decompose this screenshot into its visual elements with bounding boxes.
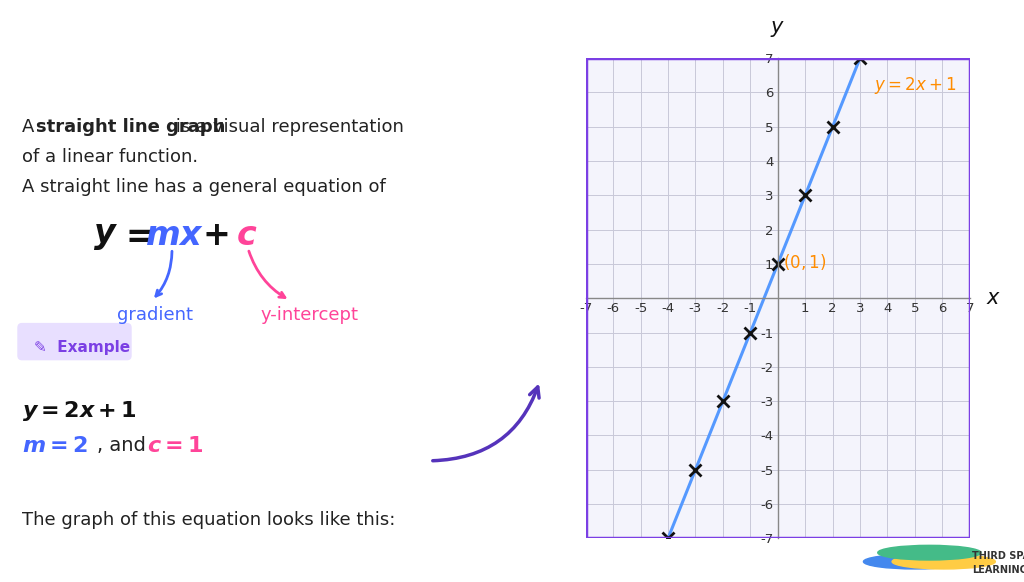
- Text: The graph of this equation looks like this:: The graph of this equation looks like th…: [22, 511, 395, 529]
- Text: $\boldsymbol{=}$: $\boldsymbol{=}$: [119, 219, 152, 252]
- Text: $\boldsymbol{mx}$: $\boldsymbol{mx}$: [145, 219, 205, 252]
- Text: $\boldsymbol{y = 2x + 1}$: $\boldsymbol{y = 2x + 1}$: [22, 399, 137, 423]
- Text: straight line graph: straight line graph: [36, 118, 225, 136]
- Text: $\boldsymbol{y}$: $\boldsymbol{y}$: [92, 219, 118, 252]
- Text: gradient: gradient: [117, 306, 193, 324]
- Text: Straight Line Graphs: Straight Line Graphs: [23, 31, 476, 69]
- Text: THIRD SPACE: THIRD SPACE: [973, 551, 1024, 560]
- Circle shape: [863, 554, 967, 569]
- Text: $(0, 1)$: $(0, 1)$: [782, 252, 826, 272]
- Bar: [586, 58, 970, 538]
- Text: $\boldsymbol{+}$: $\boldsymbol{+}$: [202, 219, 228, 252]
- Text: y-intercept: y-intercept: [261, 306, 359, 324]
- Text: A: A: [22, 118, 40, 136]
- Text: $x$: $x$: [986, 288, 1001, 308]
- FancyBboxPatch shape: [18, 324, 131, 360]
- Text: of a linear function.: of a linear function.: [22, 148, 198, 166]
- Text: , and: , and: [97, 436, 153, 455]
- Text: ✎  Example: ✎ Example: [34, 340, 130, 354]
- Text: $y = 2x + 1$: $y = 2x + 1$: [873, 75, 956, 96]
- FancyArrowPatch shape: [433, 387, 539, 461]
- Text: $\boldsymbol{c}$: $\boldsymbol{c}$: [237, 219, 258, 252]
- Circle shape: [892, 554, 995, 569]
- Circle shape: [878, 545, 981, 560]
- Text: $y$: $y$: [770, 19, 785, 40]
- Text: is a visual representation: is a visual representation: [170, 118, 403, 136]
- Text: $\boldsymbol{c = 1}$: $\boldsymbol{c = 1}$: [147, 436, 204, 456]
- Text: LEARNING: LEARNING: [973, 565, 1024, 575]
- Text: $\boldsymbol{m = 2}$: $\boldsymbol{m = 2}$: [22, 436, 88, 456]
- Text: A straight line has a general equation of: A straight line has a general equation o…: [22, 178, 386, 196]
